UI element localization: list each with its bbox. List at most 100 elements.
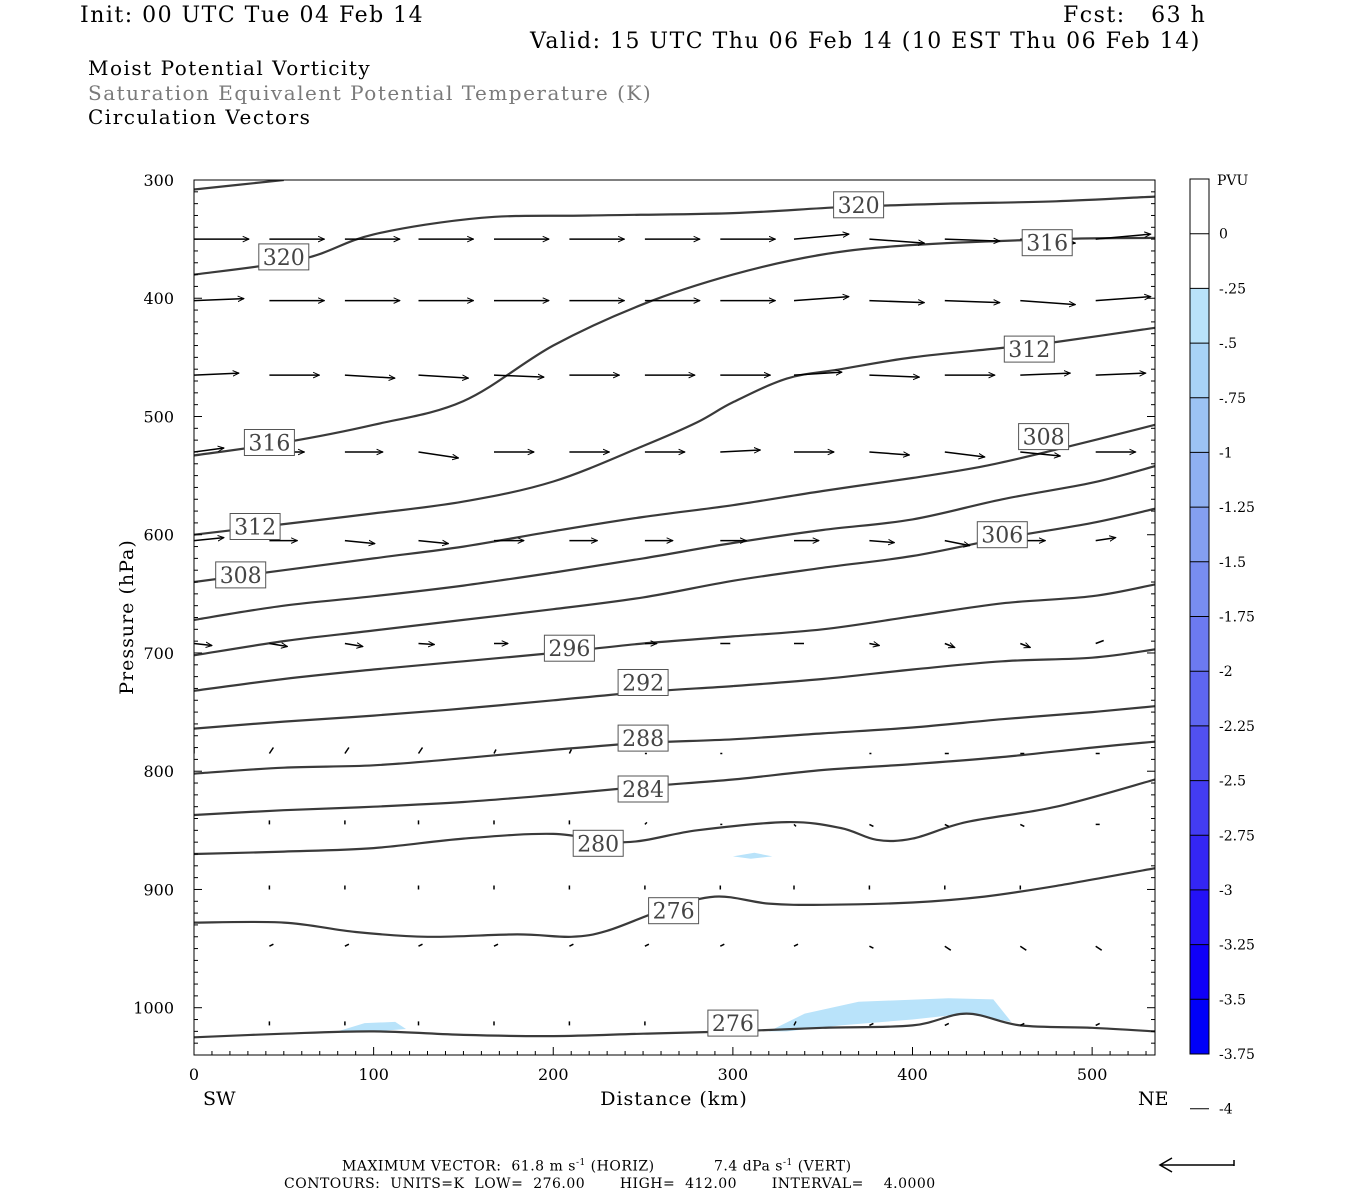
colorbar-label: -.5: [1219, 336, 1237, 352]
isentrope-line: [194, 180, 284, 191]
circulation-vector: [418, 644, 435, 645]
circulation-vector: [418, 374, 469, 378]
isentrope-line: [194, 326, 1155, 536]
forecast-hour: Fcst: 63 h: [1063, 3, 1207, 28]
circulation-vector: [793, 943, 799, 947]
circulation-vector: [1095, 373, 1146, 375]
mpv-region: [732, 852, 773, 859]
y-tick-label: 700: [143, 644, 174, 663]
colorbar-swatch: [1190, 725, 1209, 782]
title-vectors: Circulation Vectors: [88, 105, 312, 129]
valid-time: Valid: 15 UTC Thu 06 Feb 14 (10 EST Thu …: [530, 29, 1201, 54]
colorbar-swatch: [1190, 889, 1209, 946]
vert-unit: (VERT): [797, 1158, 852, 1175]
circulation-vector: [719, 943, 725, 947]
colorbar-label: -1.25: [1219, 500, 1255, 516]
circulation-vector: [944, 1022, 950, 1027]
contour-label: 308: [220, 564, 262, 589]
circulation-vector: [944, 451, 985, 457]
mpv-shading: [337, 852, 1012, 1032]
contour-label-box: [229, 513, 281, 540]
contour-label-box: [243, 429, 295, 456]
sw-label: SW: [203, 1088, 236, 1110]
circulation-vector: [344, 644, 363, 647]
circulation-vector: [1019, 1022, 1025, 1027]
colorbar-swatch: [1190, 780, 1209, 836]
colorbar-label: -4: [1219, 1102, 1233, 1118]
circulation-vector: [194, 373, 239, 375]
contour-label-box: [215, 561, 267, 589]
contour-label-box: [572, 829, 624, 857]
max-vector-label: MAXIMUM VECTOR:: [342, 1158, 502, 1175]
colorbar-swatch: [1190, 179, 1209, 235]
circulation-vector: [869, 1022, 874, 1027]
contour-label: 284: [622, 778, 664, 803]
contour-label: 276: [653, 900, 695, 925]
contour-label: 308: [1023, 426, 1065, 451]
x-tick-label: 300: [718, 1065, 749, 1084]
circulation-vector: [493, 749, 497, 754]
colorbar-label: -3.75: [1219, 1047, 1255, 1063]
colorbar-swatch: [1190, 999, 1209, 1055]
circulation-vector: [944, 823, 950, 828]
circulation-vector: [869, 451, 909, 455]
circulation-vector: [793, 297, 849, 302]
contour-label-box: [1018, 423, 1070, 451]
x-tick-label: 200: [538, 1065, 569, 1084]
circulation-vector: [194, 644, 212, 646]
circulation-vector: [869, 541, 894, 543]
colorbar-swatch: [1190, 288, 1209, 344]
circulation-vector: [568, 749, 573, 754]
colorbar-swatch: [1190, 507, 1209, 563]
circulation-vector: [418, 541, 449, 544]
contour-label-box: [1021, 229, 1073, 257]
colorbar-label: -3.25: [1219, 938, 1255, 954]
circulation-vector: [1020, 299, 1075, 305]
init-time: Init: 00 UTC Tue 04 Feb 14: [80, 3, 425, 28]
colorbar-label: -2: [1219, 664, 1233, 680]
circulation-vector: [1020, 373, 1070, 375]
circulation-vector: [944, 539, 970, 546]
colorbar-label: 0: [1219, 227, 1228, 243]
y-tick-label: 600: [143, 526, 174, 545]
circulation-vector: [268, 747, 275, 754]
circulation-vector: [344, 374, 395, 378]
isentrope-line: [194, 583, 1155, 692]
colorbar-swatch: [1190, 671, 1209, 727]
contours-info: CONTOURS: UNITS=K LOW= 276.00 HIGH= 412.…: [284, 1176, 936, 1192]
circulation-vector: [344, 943, 350, 947]
circulation-vector: [269, 943, 274, 947]
mpv-region: [337, 1021, 406, 1032]
contour-label-box: [707, 1009, 759, 1037]
x-tick-label: 400: [897, 1065, 928, 1084]
circulation-vector: [869, 375, 919, 377]
colorbar-label: -2.5: [1219, 774, 1246, 790]
x-tick-label: 100: [358, 1065, 389, 1084]
contour-label-box: [1003, 335, 1055, 363]
circulation-vector: [644, 821, 648, 825]
circulation-vector: [194, 448, 224, 453]
y-tick-label: 300: [143, 171, 174, 190]
isentrope-line: [194, 740, 1155, 817]
circulation-vector: [418, 943, 423, 947]
circulation-vector: [1095, 538, 1116, 541]
colorbar-label: -3: [1219, 883, 1233, 899]
colorbar-swatch: [1190, 452, 1209, 508]
circulation-vector: [869, 644, 879, 646]
vert-value: 7.4 dPa s: [714, 1158, 783, 1175]
isentrope-line: [194, 423, 1155, 584]
circulation-vector: [418, 451, 459, 458]
circulation-vector: [793, 823, 797, 827]
y-tick-label: 400: [143, 289, 174, 308]
contour-label: 306: [981, 524, 1023, 549]
y-tick-label: 500: [143, 407, 174, 426]
colorbar-label: -2.75: [1219, 828, 1255, 844]
circulation-vector: [944, 945, 952, 951]
colorbar-swatch: [1190, 616, 1209, 672]
circulation-vector: [793, 372, 842, 376]
circulation-vector: [493, 943, 499, 947]
contour-label: 280: [577, 832, 619, 857]
title-mpv: Moist Potential Vorticity: [88, 56, 372, 80]
circulation-vector: [1020, 644, 1030, 648]
